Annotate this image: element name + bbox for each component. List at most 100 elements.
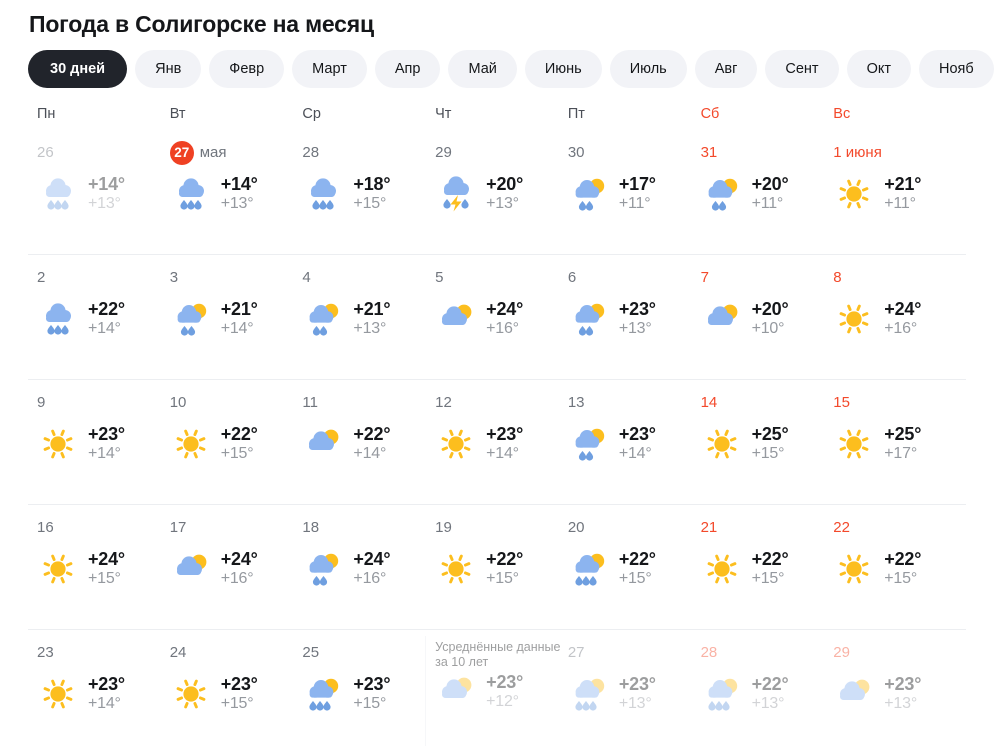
day-temperature: +22° (486, 549, 524, 569)
calendar-day-cell[interactable]: 13 +23° +14° (568, 380, 701, 504)
tab-11[interactable]: Нояб (919, 50, 994, 88)
calendar-day-cell[interactable]: 21 +22° +15° (701, 505, 834, 629)
calendar-day-cell[interactable]: 20 +22° +15° (568, 505, 701, 629)
day-number: 3 (169, 269, 179, 286)
calendar-day-cell[interactable]: 19 +22° +15° (435, 505, 568, 629)
tab-active-0[interactable]: 30 дней (28, 50, 128, 88)
tab-8[interactable]: Авг (694, 50, 758, 88)
tab-7[interactable]: Июль (609, 50, 687, 88)
calendar-day-cell[interactable]: 26 +14° +13° (37, 130, 170, 254)
calendar-day-cell[interactable]: 6 +23° +13° (568, 255, 701, 379)
calendar-day-cell[interactable]: 14 +25° +15° (701, 380, 834, 504)
calendar-day-cell[interactable]: 28 +18° +15° (302, 130, 435, 254)
sun-cloud-rain-icon (568, 424, 612, 464)
calendar-day-cell[interactable]: 9 +23° +14° (37, 380, 170, 504)
calendar-day-cell[interactable]: 5 +24° +16° (435, 255, 568, 379)
day-number: 1 июня (833, 144, 882, 161)
day-temperature: +22° (618, 549, 656, 569)
calendar-day-cell[interactable]: 3 +21° +14° (170, 255, 303, 379)
day-forecast: +23° +14° (568, 424, 701, 464)
temperature-pair: +14° +13° (221, 174, 258, 214)
sun-cloud-rain3-icon (701, 674, 745, 714)
temperature-pair: +23° +14° (88, 674, 125, 714)
night-temperature: +13° (884, 695, 918, 713)
calendar-day-cell[interactable]: 2 +22° +14° (37, 255, 170, 379)
tab-6[interactable]: Июнь (524, 50, 602, 88)
calendar-day-cell[interactable]: 23 +23° +14° (37, 630, 170, 754)
day-forecast: +23° +13° (568, 674, 701, 714)
tab-5[interactable]: Май (448, 50, 517, 88)
day-number: 26 (37, 144, 54, 161)
sun-icon (435, 549, 479, 589)
tab-4[interactable]: Апр (374, 50, 441, 88)
calendar-day-cell[interactable]: 27 +23° +13° (568, 630, 701, 754)
day-number: 18 (302, 519, 320, 536)
weekday-label-5: Сб (700, 106, 720, 122)
night-temperature: +13° (486, 195, 519, 213)
sun-icon (37, 674, 81, 714)
day-number: 13 (567, 394, 585, 411)
tab-9[interactable]: Сент (765, 50, 839, 88)
calendar-day-cell[interactable]: 11 +22° +14° (302, 380, 435, 504)
calendar-day-cell[interactable]: 29 +20° +13° (435, 130, 568, 254)
calendar-day-cell[interactable]: 8 +24° +16° (833, 255, 966, 379)
calendar-day-cell[interactable]: 25 +23° +15° (302, 630, 435, 754)
sun-icon (701, 549, 745, 589)
night-temperature: +14° (220, 320, 254, 338)
tab-10[interactable]: Окт (846, 50, 912, 88)
day-forecast: +22° +15° (701, 549, 834, 589)
night-temperature: +15° (220, 695, 254, 713)
calendar-day-cell[interactable]: 10 +22° +15° (170, 380, 303, 504)
calendar-day-cell[interactable]: 24 +23° +15° (170, 630, 303, 754)
calendar-day-cell[interactable]: 4 +21° +13° (302, 255, 435, 379)
day-forecast: +24° +16° (435, 299, 568, 339)
tab-2[interactable]: Февр (209, 50, 285, 88)
night-temperature: +13° (353, 320, 387, 338)
day-temperature: +23° (618, 299, 656, 319)
temperature-pair: +23° +13° (619, 299, 656, 339)
sun-cloud-rain-icon (302, 299, 346, 339)
day-number: 28 (302, 144, 320, 161)
weekday-label-6: Вс (833, 106, 851, 122)
calendar-day-cell[interactable]: 1 июня +21° +11° (833, 130, 966, 254)
calendar-week-row: 2 +22° +14° 3 +21° +14° 4 +21° +13° 5 +24° +16° 6 +23… (28, 255, 966, 380)
calendar-day-cell[interactable]: 15 +25° +17° (833, 380, 966, 504)
night-temperature: +14° (88, 445, 121, 463)
temperature-pair: +20° +10° (752, 299, 789, 339)
day-number: 8 (833, 269, 842, 286)
temperature-pair: +23° +15° (353, 674, 390, 714)
day-temperature: +14° (220, 174, 258, 194)
calendar-day-cell[interactable]: 18 +24° +16° (302, 505, 435, 629)
temperature-pair: +24° +16° (884, 299, 921, 339)
night-temperature: +13° (618, 695, 652, 713)
calendar-day-cell[interactable]: 28 +22° +13° (701, 630, 834, 754)
sun-cloud-rain-icon (701, 174, 745, 214)
calendar-day-cell[interactable]: 16 +24° +15° (37, 505, 170, 629)
day-temperature: +22° (353, 424, 391, 444)
sun-cloud-rain3-icon (568, 674, 612, 714)
calendar-day-cell[interactable]: 12 +23° +14° (435, 380, 568, 504)
calendar-day-cell[interactable]: 17 +24° +16° (170, 505, 303, 629)
day-forecast: +22° +15° (170, 424, 303, 464)
night-temperature: +10° (751, 320, 785, 338)
sun-cloud-icon (701, 299, 745, 339)
tab-label: Февр (229, 61, 265, 77)
calendar-day-cell[interactable]: 30 +17° +11° (568, 130, 701, 254)
day-forecast: +25° +15° (701, 424, 834, 464)
night-temperature: +16° (486, 320, 519, 338)
day-forecast: +21° +14° (170, 299, 303, 339)
night-temperature: +17° (884, 445, 918, 463)
day-forecast: +22° +14° (302, 424, 435, 464)
night-temperature: +11° (751, 195, 784, 213)
calendar-day-cell[interactable]: Усреднённые данные за 10 лет +23° +12° (425, 630, 568, 754)
calendar-day-cell[interactable]: 31 +20° +11° (701, 130, 834, 254)
calendar-day-cell[interactable]: 29 +23° +13° (833, 630, 966, 754)
calendar-day-cell[interactable]: 22 +22° +15° (833, 505, 966, 629)
day-number: 22 (833, 519, 850, 536)
calendar-day-cell[interactable]: 27 мая +14° +13° (169, 130, 303, 254)
calendar-day-cell[interactable]: 7 +20° +10° (701, 255, 834, 379)
temperature-pair: +22° +14° (88, 299, 125, 339)
day-forecast: +23° +15° (302, 674, 435, 714)
tab-1[interactable]: Янв (135, 50, 202, 88)
tab-3[interactable]: Март (292, 50, 367, 88)
